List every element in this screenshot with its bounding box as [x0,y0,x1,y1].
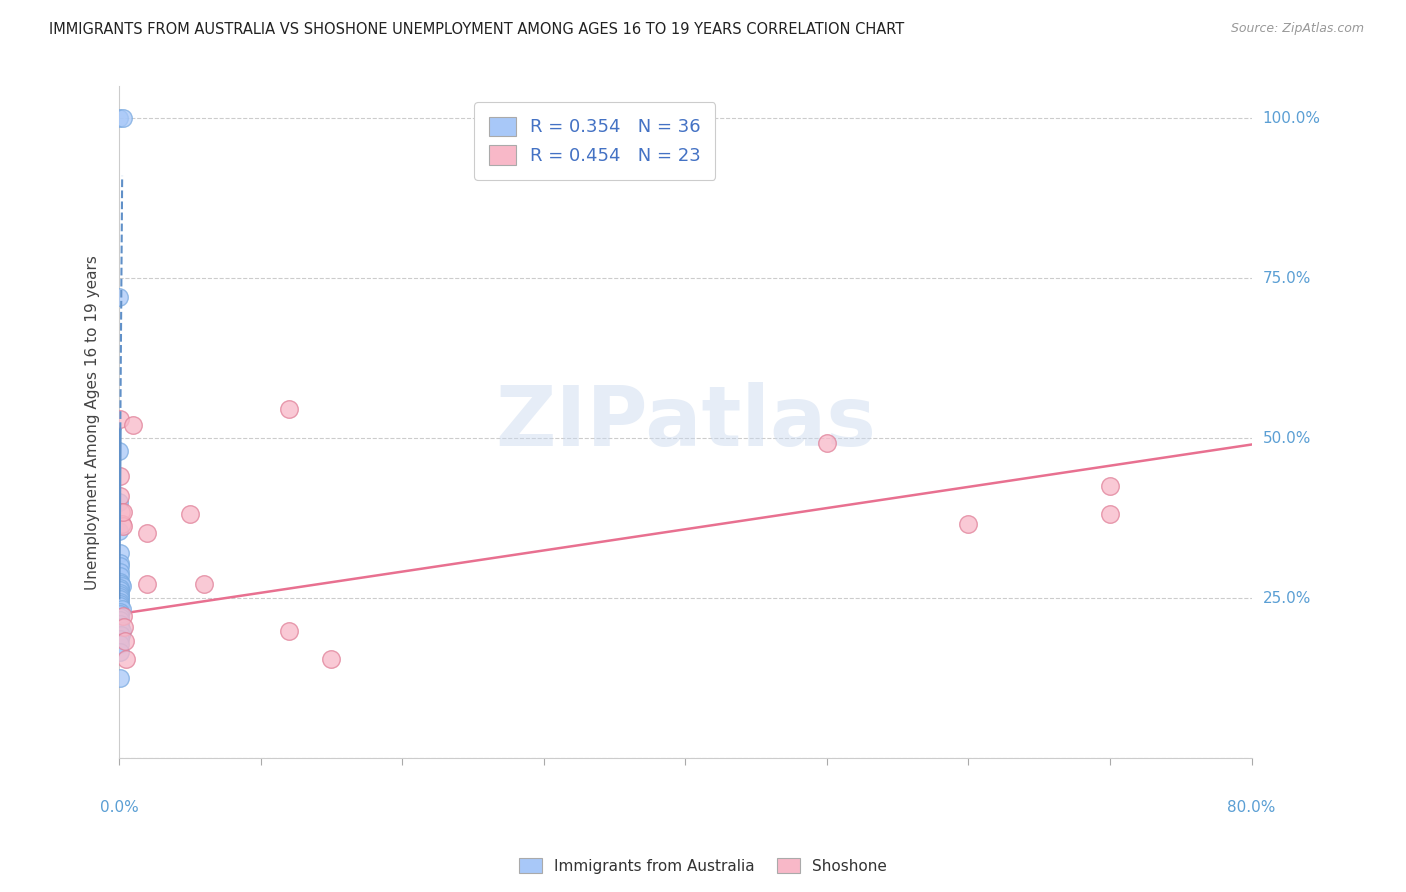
Point [110,489,132,503]
Text: 75.0%: 75.0% [1263,271,1310,285]
Point [108,469,131,483]
Point [110,607,132,621]
Point [122,418,145,433]
Point [111,602,134,616]
Point [111,580,134,594]
Point [110,645,132,659]
Point [957,517,980,532]
Text: Source: ZipAtlas.com: Source: ZipAtlas.com [1230,22,1364,36]
Point [136,525,159,540]
Point [108,495,131,509]
Point [111,519,134,533]
Point [108,524,131,538]
Legend: R = 0.354   N = 36, R = 0.454   N = 23: R = 0.354 N = 36, R = 0.454 N = 23 [474,102,716,180]
Point [110,583,132,598]
Point [108,586,131,600]
Text: IMMIGRANTS FROM AUSTRALIA VS SHOSHONE UNEMPLOYMENT AMONG AGES 16 TO 19 YEARS COR: IMMIGRANTS FROM AUSTRALIA VS SHOSHONE UN… [49,22,904,37]
Point [815,436,838,450]
Point [108,613,131,627]
Text: 0.0%: 0.0% [100,799,138,814]
Point [110,599,132,614]
Point [108,582,131,596]
Point [108,598,131,612]
Legend: Immigrants from Australia, Shoshone: Immigrants from Australia, Shoshone [513,852,893,880]
Point [1098,479,1121,493]
Point [110,505,132,519]
Point [111,517,134,532]
Point [110,632,132,646]
Point [110,559,132,574]
Point [110,592,132,607]
Point [110,574,132,589]
Point [110,616,132,631]
Point [1098,507,1121,521]
Text: 25.0%: 25.0% [1263,591,1310,606]
Point [108,590,131,604]
Point [136,577,159,591]
Point [110,566,132,580]
Point [111,624,134,639]
Point [321,652,343,666]
Point [115,652,138,666]
Point [112,505,135,519]
Point [108,290,131,304]
Point [108,556,131,570]
Point [193,577,215,591]
Point [108,637,131,651]
Point [108,588,131,602]
Text: 100.0%: 100.0% [1263,111,1320,126]
Y-axis label: Unemployment Among Ages 16 to 19 years: Unemployment Among Ages 16 to 19 years [86,255,100,590]
Point [110,595,132,609]
Point [110,610,132,624]
Point [110,577,132,591]
Point [108,605,131,619]
Point [110,628,132,642]
Point [110,412,132,426]
Point [108,546,131,560]
Text: 80.0%: 80.0% [1227,799,1275,814]
Point [112,112,135,126]
Text: ZIPatlas: ZIPatlas [495,382,876,463]
Point [114,634,136,648]
Point [179,507,201,521]
Point [277,624,299,639]
Point [277,402,299,417]
Point [112,608,135,623]
Point [110,620,132,634]
Point [112,620,135,634]
Text: 50.0%: 50.0% [1263,431,1310,446]
Point [108,568,131,582]
Point [108,112,131,126]
Point [108,444,131,458]
Point [110,671,132,685]
